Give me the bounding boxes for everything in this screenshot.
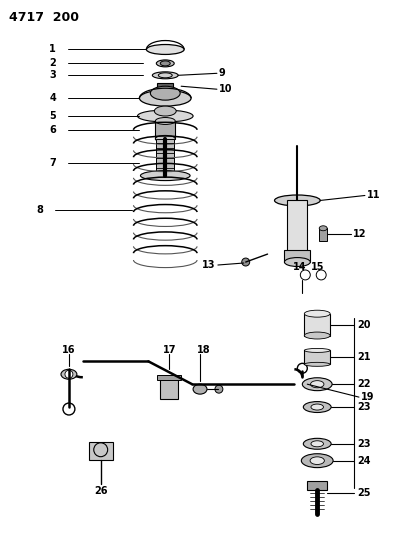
Text: 12: 12 bbox=[353, 229, 366, 239]
Circle shape bbox=[65, 370, 73, 378]
Text: 20: 20 bbox=[357, 320, 371, 329]
Text: 23: 23 bbox=[357, 439, 371, 449]
Ellipse shape bbox=[153, 72, 178, 79]
Ellipse shape bbox=[301, 454, 333, 467]
Ellipse shape bbox=[304, 362, 330, 366]
Text: 17: 17 bbox=[162, 345, 176, 356]
Ellipse shape bbox=[156, 60, 174, 67]
Ellipse shape bbox=[151, 86, 180, 100]
Ellipse shape bbox=[304, 349, 330, 352]
Ellipse shape bbox=[303, 401, 331, 413]
Ellipse shape bbox=[155, 135, 175, 142]
Bar bbox=[304, 350, 330, 365]
Text: 9: 9 bbox=[219, 68, 226, 78]
Ellipse shape bbox=[274, 195, 320, 206]
Ellipse shape bbox=[61, 369, 77, 379]
Bar bbox=[160, 377, 178, 399]
Bar bbox=[157, 375, 181, 380]
Text: 4717  200: 4717 200 bbox=[9, 11, 79, 24]
Ellipse shape bbox=[304, 310, 330, 317]
Ellipse shape bbox=[193, 384, 207, 394]
Text: 2: 2 bbox=[49, 59, 56, 68]
Text: 15: 15 bbox=[310, 262, 324, 272]
Ellipse shape bbox=[310, 381, 324, 387]
Text: 6: 6 bbox=[49, 125, 56, 135]
Text: 19: 19 bbox=[361, 392, 374, 402]
Ellipse shape bbox=[284, 257, 310, 266]
Ellipse shape bbox=[303, 438, 331, 449]
Bar bbox=[155, 121, 175, 139]
Text: 13: 13 bbox=[202, 260, 216, 270]
Ellipse shape bbox=[146, 45, 184, 54]
Ellipse shape bbox=[140, 171, 190, 181]
Ellipse shape bbox=[155, 117, 175, 125]
Text: 10: 10 bbox=[219, 84, 232, 94]
Text: 24: 24 bbox=[357, 456, 371, 466]
Bar bbox=[288, 200, 307, 255]
Text: 25: 25 bbox=[357, 488, 371, 498]
Bar bbox=[284, 250, 310, 262]
Ellipse shape bbox=[160, 61, 170, 66]
Bar bbox=[156, 139, 174, 171]
Bar bbox=[157, 83, 173, 93]
Circle shape bbox=[215, 385, 223, 393]
Ellipse shape bbox=[311, 404, 324, 410]
Bar bbox=[304, 314, 330, 336]
Text: 21: 21 bbox=[357, 352, 371, 362]
Text: 11: 11 bbox=[367, 190, 380, 200]
Ellipse shape bbox=[302, 378, 332, 391]
Text: 14: 14 bbox=[292, 262, 306, 272]
Circle shape bbox=[242, 258, 249, 266]
Text: 16: 16 bbox=[62, 345, 76, 356]
Bar bbox=[319, 228, 327, 241]
Text: 4: 4 bbox=[49, 93, 56, 103]
Ellipse shape bbox=[139, 90, 191, 106]
Bar bbox=[89, 442, 112, 459]
Ellipse shape bbox=[319, 226, 327, 231]
Text: 22: 22 bbox=[357, 379, 371, 389]
Text: 7: 7 bbox=[49, 158, 56, 168]
Ellipse shape bbox=[310, 457, 324, 464]
Ellipse shape bbox=[311, 441, 324, 447]
Text: 5: 5 bbox=[49, 111, 56, 121]
Text: 23: 23 bbox=[357, 402, 371, 412]
Text: 8: 8 bbox=[36, 205, 43, 215]
Bar bbox=[307, 481, 327, 490]
Text: 3: 3 bbox=[49, 70, 56, 80]
Ellipse shape bbox=[154, 106, 176, 116]
Text: 1: 1 bbox=[49, 44, 56, 54]
Ellipse shape bbox=[304, 332, 330, 339]
Text: 18: 18 bbox=[197, 345, 211, 356]
Ellipse shape bbox=[137, 110, 193, 122]
Text: 26: 26 bbox=[94, 487, 108, 496]
